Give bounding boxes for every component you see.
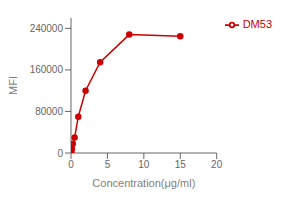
svg-text:10: 10 [138,159,150,170]
svg-text:80000: 80000 [35,106,63,117]
svg-text:160000: 160000 [30,64,64,75]
svg-text:Concentration(μg/ml): Concentration(μg/ml) [92,177,195,189]
svg-text:0: 0 [68,159,74,170]
html-text:DM53: DM53 [242,18,272,30]
svg-text:0: 0 [57,148,63,159]
svg-text:5: 5 [105,159,111,170]
svg-text:15: 15 [175,159,187,170]
svg-text:240000: 240000 [30,23,64,34]
svg-text:MFI: MFI [8,76,19,95]
svg-text:20: 20 [211,159,223,170]
